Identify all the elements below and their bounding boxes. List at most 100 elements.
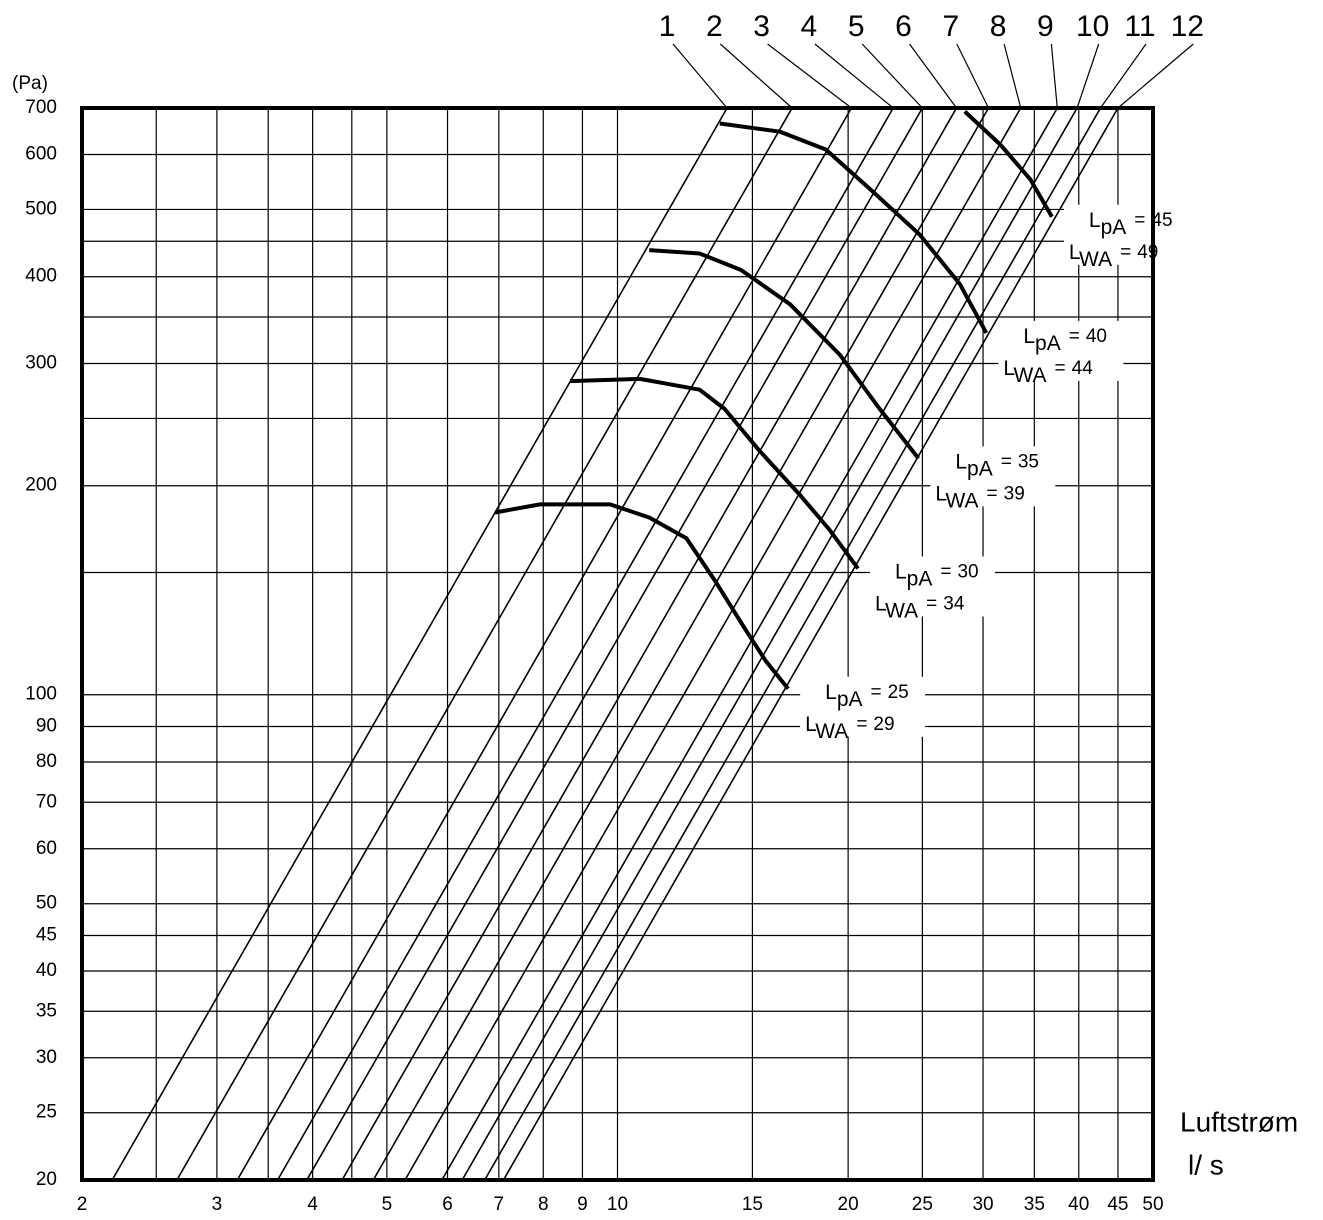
x-tick-label: 25	[912, 1194, 933, 1215]
symbol: L	[1069, 240, 1080, 263]
equals: =	[1055, 358, 1066, 379]
line-number: 5	[848, 10, 865, 43]
noise-curve	[719, 121, 989, 334]
line-number: 4	[801, 10, 818, 43]
lwa-value: 34	[943, 593, 965, 614]
lpa-label: LpA = 40	[1023, 324, 1107, 354]
symbol: L	[1003, 356, 1014, 379]
y-tick-label: 60	[36, 838, 57, 859]
y-tick-label: 35	[36, 1000, 57, 1021]
system-line	[404, 107, 1022, 1181]
equals: =	[1069, 326, 1080, 347]
symbol: L	[825, 680, 837, 703]
x-tick-label: 9	[577, 1194, 588, 1215]
leader-line	[1076, 43, 1100, 109]
y-tick-label: 400	[25, 266, 57, 287]
leader-line	[1050, 43, 1058, 109]
y-tick-label: 300	[25, 352, 57, 373]
leader-line	[1117, 43, 1194, 109]
line-number: 8	[990, 10, 1007, 43]
system-line	[276, 107, 894, 1181]
equals: =	[1134, 210, 1145, 231]
x-tick-label: 2	[77, 1194, 88, 1215]
subscript: pA	[1101, 215, 1127, 238]
label-background	[800, 676, 926, 737]
x-tick-label: 10	[607, 1194, 628, 1215]
line-number: 3	[753, 10, 770, 43]
x-tick-label: 7	[494, 1194, 505, 1215]
x-tick-label: 50	[1142, 1194, 1163, 1215]
y-tick-label: 70	[36, 791, 57, 812]
leader-line	[1099, 43, 1147, 109]
x-axis-unit: l/ s	[1188, 1149, 1224, 1180]
equals: =	[856, 714, 867, 735]
x-tick-label: 3	[212, 1194, 223, 1215]
symbol: L	[805, 712, 816, 735]
leader-line	[767, 43, 852, 109]
subscript: pA	[967, 457, 993, 480]
leader-line	[861, 43, 923, 109]
x-tick-label: 6	[442, 1194, 453, 1215]
y-axis-label: (Pa)	[12, 73, 48, 94]
leader-line	[672, 43, 728, 109]
y-tick-label: 600	[25, 143, 57, 164]
noise-curve	[494, 502, 790, 691]
symbol: L	[875, 592, 886, 615]
equals: =	[987, 483, 998, 504]
line-number: 1	[659, 10, 676, 43]
y-tick-label: 50	[36, 893, 57, 914]
y-tick-label: 90	[36, 716, 57, 737]
label-background	[1063, 204, 1189, 265]
x-tick-label: 45	[1107, 1194, 1128, 1215]
symbol: L	[1023, 324, 1035, 347]
line-number: 7	[942, 10, 959, 43]
lwa-label: LWA = 44	[1003, 356, 1093, 386]
x-axis-label: Luftstrøm	[1180, 1106, 1298, 1137]
leader-line	[719, 43, 793, 109]
line-number: 2	[706, 10, 723, 43]
x-tick-label: 5	[382, 1194, 393, 1215]
system-line	[484, 107, 1102, 1181]
line-number: 11	[1124, 10, 1155, 43]
lpa-value: 35	[1018, 451, 1039, 472]
leader-line	[956, 43, 990, 109]
system-line	[502, 107, 1119, 1181]
label-background	[869, 556, 995, 617]
y-tick-label: 40	[36, 960, 57, 981]
y-tick-label: 20	[36, 1169, 57, 1190]
y-tick-label: 80	[36, 751, 57, 772]
x-tick-label: 15	[742, 1194, 763, 1215]
lpa-label: LpA = 30	[895, 560, 979, 590]
equals: =	[871, 682, 882, 703]
symbol: L	[935, 482, 946, 505]
y-tick-label: 30	[36, 1047, 57, 1068]
noise-curve	[569, 376, 860, 570]
leader-line	[814, 43, 894, 109]
subscript: WA	[885, 599, 918, 622]
y-tick-label: 100	[25, 684, 57, 705]
system-line	[306, 107, 924, 1181]
system-line	[111, 107, 728, 1181]
lwa-value: 49	[1137, 242, 1158, 263]
y-tick-label: 700	[25, 97, 57, 118]
system-line	[372, 107, 990, 1181]
system-line	[461, 107, 1078, 1181]
lwa-label: LWA = 39	[935, 482, 1024, 512]
y-tick-label: 500	[25, 198, 57, 219]
lwa-label: LWA = 29	[805, 712, 894, 742]
lpa-value: 30	[957, 561, 978, 582]
lpa-label: LpA = 25	[825, 680, 909, 710]
lwa-value: 39	[1004, 483, 1025, 504]
x-tick-label: 40	[1068, 1194, 1089, 1215]
equals: =	[1001, 451, 1012, 472]
lpa-value: 45	[1151, 210, 1172, 231]
label-background	[930, 446, 1056, 507]
y-tick-label: 200	[25, 475, 57, 496]
line-number: 9	[1037, 10, 1054, 43]
symbol: L	[955, 450, 967, 473]
x-tick-label: 35	[1024, 1194, 1045, 1215]
subscript: WA	[815, 719, 848, 742]
subscript: pA	[837, 687, 863, 710]
system-line	[236, 107, 853, 1181]
